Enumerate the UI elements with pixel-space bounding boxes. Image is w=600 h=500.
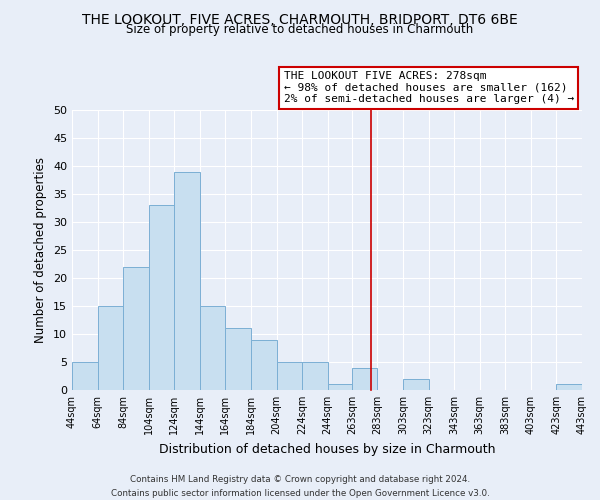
Bar — [174, 172, 200, 390]
Text: THE LOOKOUT, FIVE ACRES, CHARMOUTH, BRIDPORT, DT6 6BE: THE LOOKOUT, FIVE ACRES, CHARMOUTH, BRID… — [82, 12, 518, 26]
Text: THE LOOKOUT FIVE ACRES: 278sqm
← 98% of detached houses are smaller (162)
2% of : THE LOOKOUT FIVE ACRES: 278sqm ← 98% of … — [284, 71, 574, 104]
Bar — [98, 306, 123, 390]
Bar — [149, 205, 174, 390]
Bar — [251, 340, 277, 390]
Text: Contains HM Land Registry data © Crown copyright and database right 2024.
Contai: Contains HM Land Registry data © Crown c… — [110, 476, 490, 498]
Y-axis label: Number of detached properties: Number of detached properties — [34, 157, 47, 343]
Text: Size of property relative to detached houses in Charmouth: Size of property relative to detached ho… — [127, 22, 473, 36]
Bar — [328, 384, 352, 390]
Bar — [302, 362, 328, 390]
Bar — [556, 384, 582, 390]
Bar — [403, 379, 428, 390]
Bar — [352, 368, 377, 390]
Bar — [123, 267, 149, 390]
Bar — [72, 362, 98, 390]
Bar — [277, 362, 302, 390]
X-axis label: Distribution of detached houses by size in Charmouth: Distribution of detached houses by size … — [159, 442, 495, 456]
Bar — [200, 306, 226, 390]
Bar — [226, 328, 251, 390]
